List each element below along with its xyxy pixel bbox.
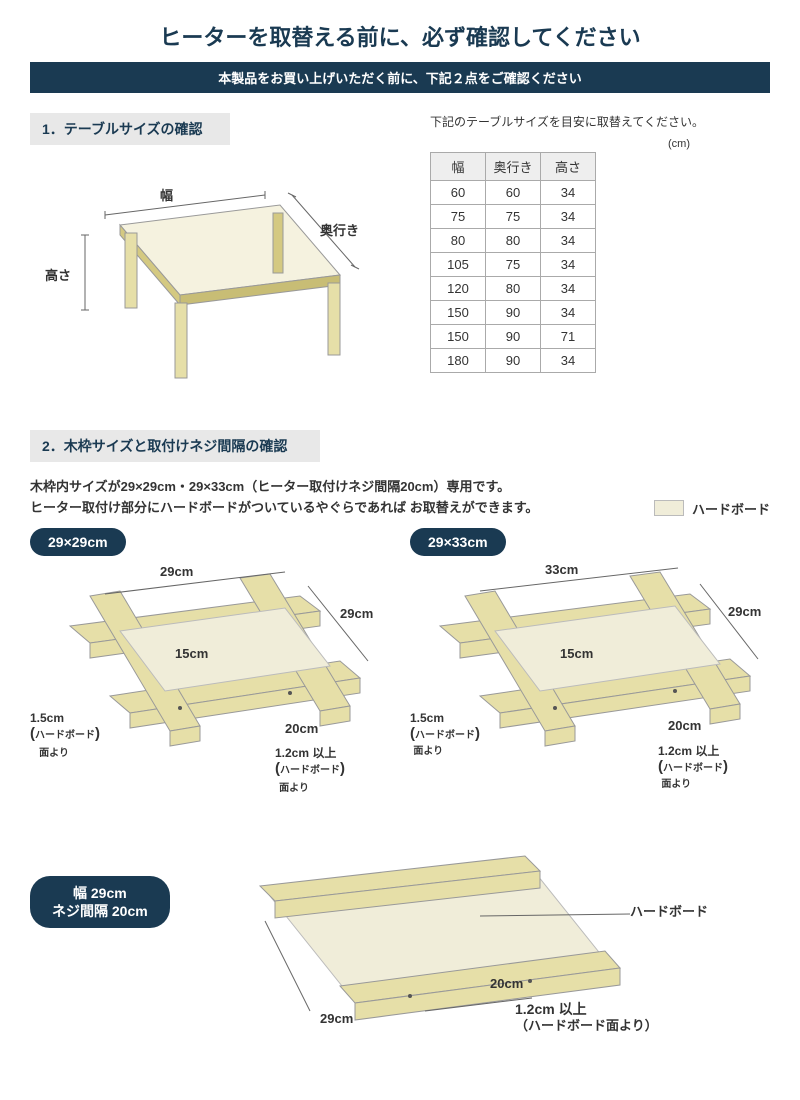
- size-cell: 34: [541, 229, 596, 253]
- d-29b: 29cm: [340, 606, 373, 621]
- size-th: 奥行き: [486, 153, 541, 181]
- size-cell: 150: [431, 301, 486, 325]
- d-29c: 29cm: [728, 604, 761, 619]
- pill-33: 29×33cm: [410, 528, 506, 556]
- size-cell: 90: [486, 325, 541, 349]
- size-row: 1208034: [431, 277, 596, 301]
- section1-header: 1．テーブルサイズの確認: [30, 113, 230, 145]
- legend-text: ハードボード: [692, 499, 770, 518]
- label-height: 高さ: [45, 265, 71, 284]
- main-title: ヒーターを取替える前に、必ず確認してください: [30, 20, 770, 52]
- label-width: 幅: [160, 185, 173, 204]
- d-1_5a: 1.5cm (ハードボード) 面より: [30, 711, 100, 761]
- size-row: 1509071: [431, 325, 596, 349]
- size-row: 757534: [431, 205, 596, 229]
- d-33a: 33cm: [545, 562, 578, 577]
- size-cell: 180: [431, 349, 486, 373]
- size-cell: 60: [486, 181, 541, 205]
- d-20c: 20cm: [490, 976, 523, 991]
- board-diagram: ハードボード 20cm 29cm 1.2cm 以上 （ハードボード面より）: [210, 836, 770, 1066]
- size-cell: 90: [486, 301, 541, 325]
- size-cell: 34: [541, 277, 596, 301]
- para2: ヒーター取付け部分にハードボードがついているやぐらであれば お取替えができます。: [30, 500, 538, 515]
- size-cell: 120: [431, 277, 486, 301]
- size-cell: 75: [486, 253, 541, 277]
- size-cell: 75: [431, 205, 486, 229]
- para1: 木枠内サイズが29×29cm・29×33cm（ヒーター取付けネジ間隔20cm）専…: [30, 479, 510, 494]
- size-row: 808034: [431, 229, 596, 253]
- d-15a: 15cm: [175, 646, 208, 661]
- d-1_2a: 1.2cm 以上 (ハードボード) 面より: [275, 746, 345, 796]
- frame-29-diagram: 29cm 29cm 15cm 20cm 1.5cm (ハードボード) 面より 1…: [30, 566, 390, 816]
- unit-cm: (cm): [430, 138, 770, 150]
- size-th: 幅: [431, 153, 486, 181]
- hb-label: ハードボード: [630, 901, 708, 920]
- label-depth: 奥行き: [320, 220, 359, 239]
- section1-note: 下記のテーブルサイズを目安に取替えてください。: [430, 113, 770, 130]
- size-cell: 34: [541, 253, 596, 277]
- pill-29: 29×29cm: [30, 528, 126, 556]
- size-th: 高さ: [541, 153, 596, 181]
- size-cell: 34: [541, 181, 596, 205]
- d-29a: 29cm: [160, 564, 193, 579]
- size-cell: 90: [486, 349, 541, 373]
- pill-bottom: 幅 29cm ネジ間隔 20cm: [30, 876, 170, 928]
- size-cell: 34: [541, 301, 596, 325]
- size-cell: 105: [431, 253, 486, 277]
- d-15b: 15cm: [560, 646, 593, 661]
- size-row: 606034: [431, 181, 596, 205]
- size-cell: 34: [541, 205, 596, 229]
- size-row: 1057534: [431, 253, 596, 277]
- size-cell: 71: [541, 325, 596, 349]
- d-1_2b: 1.2cm 以上 (ハードボード) 面より: [658, 744, 728, 791]
- size-cell: 34: [541, 349, 596, 373]
- subtitle-bar: 本製品をお買い上げいただく前に、下記２点をご確認ください: [30, 62, 770, 93]
- size-cell: 80: [486, 229, 541, 253]
- size-cell: 60: [431, 181, 486, 205]
- size-cell: 80: [431, 229, 486, 253]
- size-cell: 80: [486, 277, 541, 301]
- d-29d: 29cm: [320, 1011, 353, 1026]
- section2-header: 2．木枠サイズと取付けネジ間隔の確認: [30, 430, 320, 462]
- d-20b: 20cm: [668, 718, 701, 733]
- size-table: 幅奥行き高さ 606034757534808034105753412080341…: [430, 152, 596, 373]
- size-cell: 150: [431, 325, 486, 349]
- size-row: 1509034: [431, 301, 596, 325]
- table-diagram: 幅 奥行き 高さ: [30, 165, 400, 405]
- size-cell: 75: [486, 205, 541, 229]
- d-1_5b: 1.5cm (ハードボード) 面より: [410, 711, 480, 758]
- swatch: [654, 500, 684, 516]
- d-1_2c: 1.2cm 以上 （ハードボード面より）: [515, 1001, 658, 1035]
- size-row: 1809034: [431, 349, 596, 373]
- frame-33-diagram: 33cm 29cm 15cm 20cm 1.5cm (ハードボード) 面より 1…: [410, 566, 770, 816]
- d-20a: 20cm: [285, 721, 318, 736]
